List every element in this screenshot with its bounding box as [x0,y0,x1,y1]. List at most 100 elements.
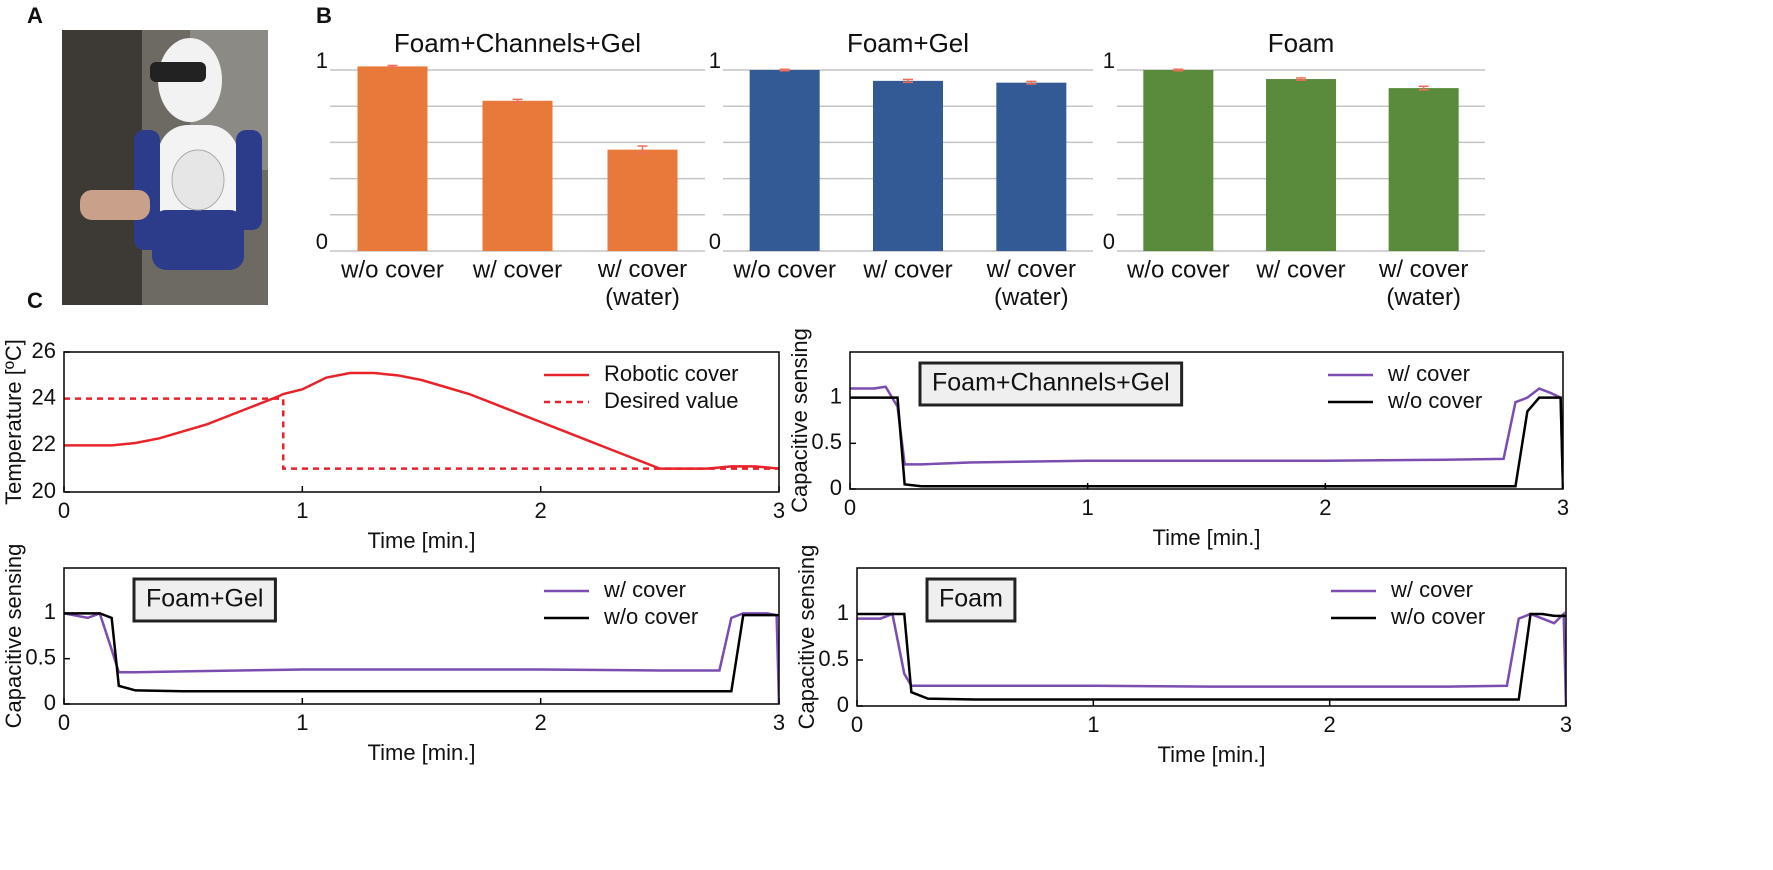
error-bar [779,68,790,72]
bar [482,100,553,252]
chart-title: Foam [1268,28,1334,58]
line-series [64,612,779,693]
y-tick-label: 20 [32,478,56,503]
error-bar [1026,80,1037,85]
bar [873,80,943,251]
y-tick-label: 24 [32,384,56,409]
y-axis-label: Temperature [ºC] [1,339,26,505]
x-tick-label: 3 [773,710,785,735]
y-tick-label: 0.5 [811,429,842,454]
legend-label: w/ cover [1387,361,1470,386]
x-tick-label: 3 [773,498,785,523]
y-axis-label: Capacitive sensing [1,544,26,729]
x-tick-label: w/ cover (water) [1378,256,1468,311]
plot-frame [63,567,780,705]
bar [1266,79,1336,251]
plot-frame [849,351,1564,490]
x-tick-label: 2 [535,498,547,523]
photo [62,30,268,305]
bar [996,82,1067,251]
y-tick-label: 1 [44,599,56,624]
annotation-text: Foam [939,585,1003,613]
x-axis-label: Time [min.] [1158,742,1266,767]
line-series [850,396,1563,489]
x-tick-label: 0 [844,495,856,520]
x-tick-label: w/o cover [732,256,836,283]
y-tick-label: 0 [830,475,842,500]
line-series [64,611,779,704]
x-tick-label: 1 [1087,712,1099,737]
legend-label: w/o cover [1390,604,1485,629]
x-tick-label: 1 [1082,495,1094,520]
y-tick-label: 0 [1103,229,1115,254]
annotation: Foam [925,577,1017,623]
error-bar [387,64,398,69]
x-tick-label: 1 [296,710,308,735]
error-bar [512,98,523,103]
x-tick-label: w/ cover (water) [597,256,687,311]
line-series [64,371,779,470]
plot-frame [856,567,1567,707]
y-axis-label: Capacitive sensing [794,545,819,730]
x-tick-label: w/ cover [862,256,952,283]
line-series [850,385,1563,489]
x-tick-label: 2 [1319,495,1331,520]
legend-label: w/o cover [603,604,698,629]
error-bar [637,145,648,155]
x-tick-label: 0 [58,498,70,523]
line-series [857,612,1566,701]
annotation-text: Foam+Channels+Gel [932,369,1170,397]
x-tick-label: w/ cover (water) [986,256,1076,311]
annotation-text: Foam+Gel [146,585,263,613]
x-tick-label: 3 [1557,495,1569,520]
chart-title: Foam+Gel [847,28,969,58]
x-tick-label: 2 [535,710,547,735]
annotation-box [925,577,1017,623]
bar [749,70,820,251]
x-tick-label: w/ cover [1255,256,1345,283]
panel-label: A [27,3,43,28]
y-tick-label: 1 [316,48,328,73]
plot-frame [63,351,780,493]
y-tick-label: 0 [837,692,849,717]
panel-label: C [27,288,43,313]
x-tick-label: w/ cover [472,256,562,283]
y-tick-label: 0.5 [25,644,56,669]
x-tick-label: 0 [851,712,863,737]
x-axis-label: Time [min.] [368,528,476,553]
error-bar [903,78,913,84]
y-tick-label: 0 [316,229,328,254]
bar [1388,88,1459,251]
legend-label: Robotic cover [604,361,739,386]
error-bar [1418,85,1429,91]
annotation-box [132,577,277,623]
x-tick-label: 2 [1324,712,1336,737]
error-bar [1296,77,1306,81]
x-axis-label: Time [min.] [368,740,476,765]
x-axis-label: Time [min.] [1153,525,1261,550]
bar [1143,70,1214,251]
y-tick-label: 1 [830,383,842,408]
y-tick-label: 26 [32,338,56,363]
x-tick-label: 1 [296,498,308,523]
annotation: Foam+Channels+Gel [918,361,1184,407]
x-tick-label: 0 [58,710,70,735]
x-tick-label: w/o cover [1126,256,1230,283]
bar [607,149,678,251]
error-bar [1173,68,1184,72]
annotation-box [918,361,1184,407]
y-tick-label: 1 [837,600,849,625]
y-tick-label: 22 [32,431,56,456]
y-axis-label: Capacitive sensing [787,328,812,513]
y-tick-label: 0 [44,690,56,715]
y-tick-label: 0.5 [818,646,849,671]
x-tick-label: w/o cover [340,256,444,283]
legend-label: w/ cover [1390,577,1473,602]
panel-label: B [316,3,332,28]
x-tick-label: 3 [1560,712,1572,737]
legend-label: Desired value [604,388,739,413]
y-tick-label: 0 [709,229,721,254]
legend-label: w/ cover [603,577,686,602]
y-tick-label: 1 [1103,48,1115,73]
